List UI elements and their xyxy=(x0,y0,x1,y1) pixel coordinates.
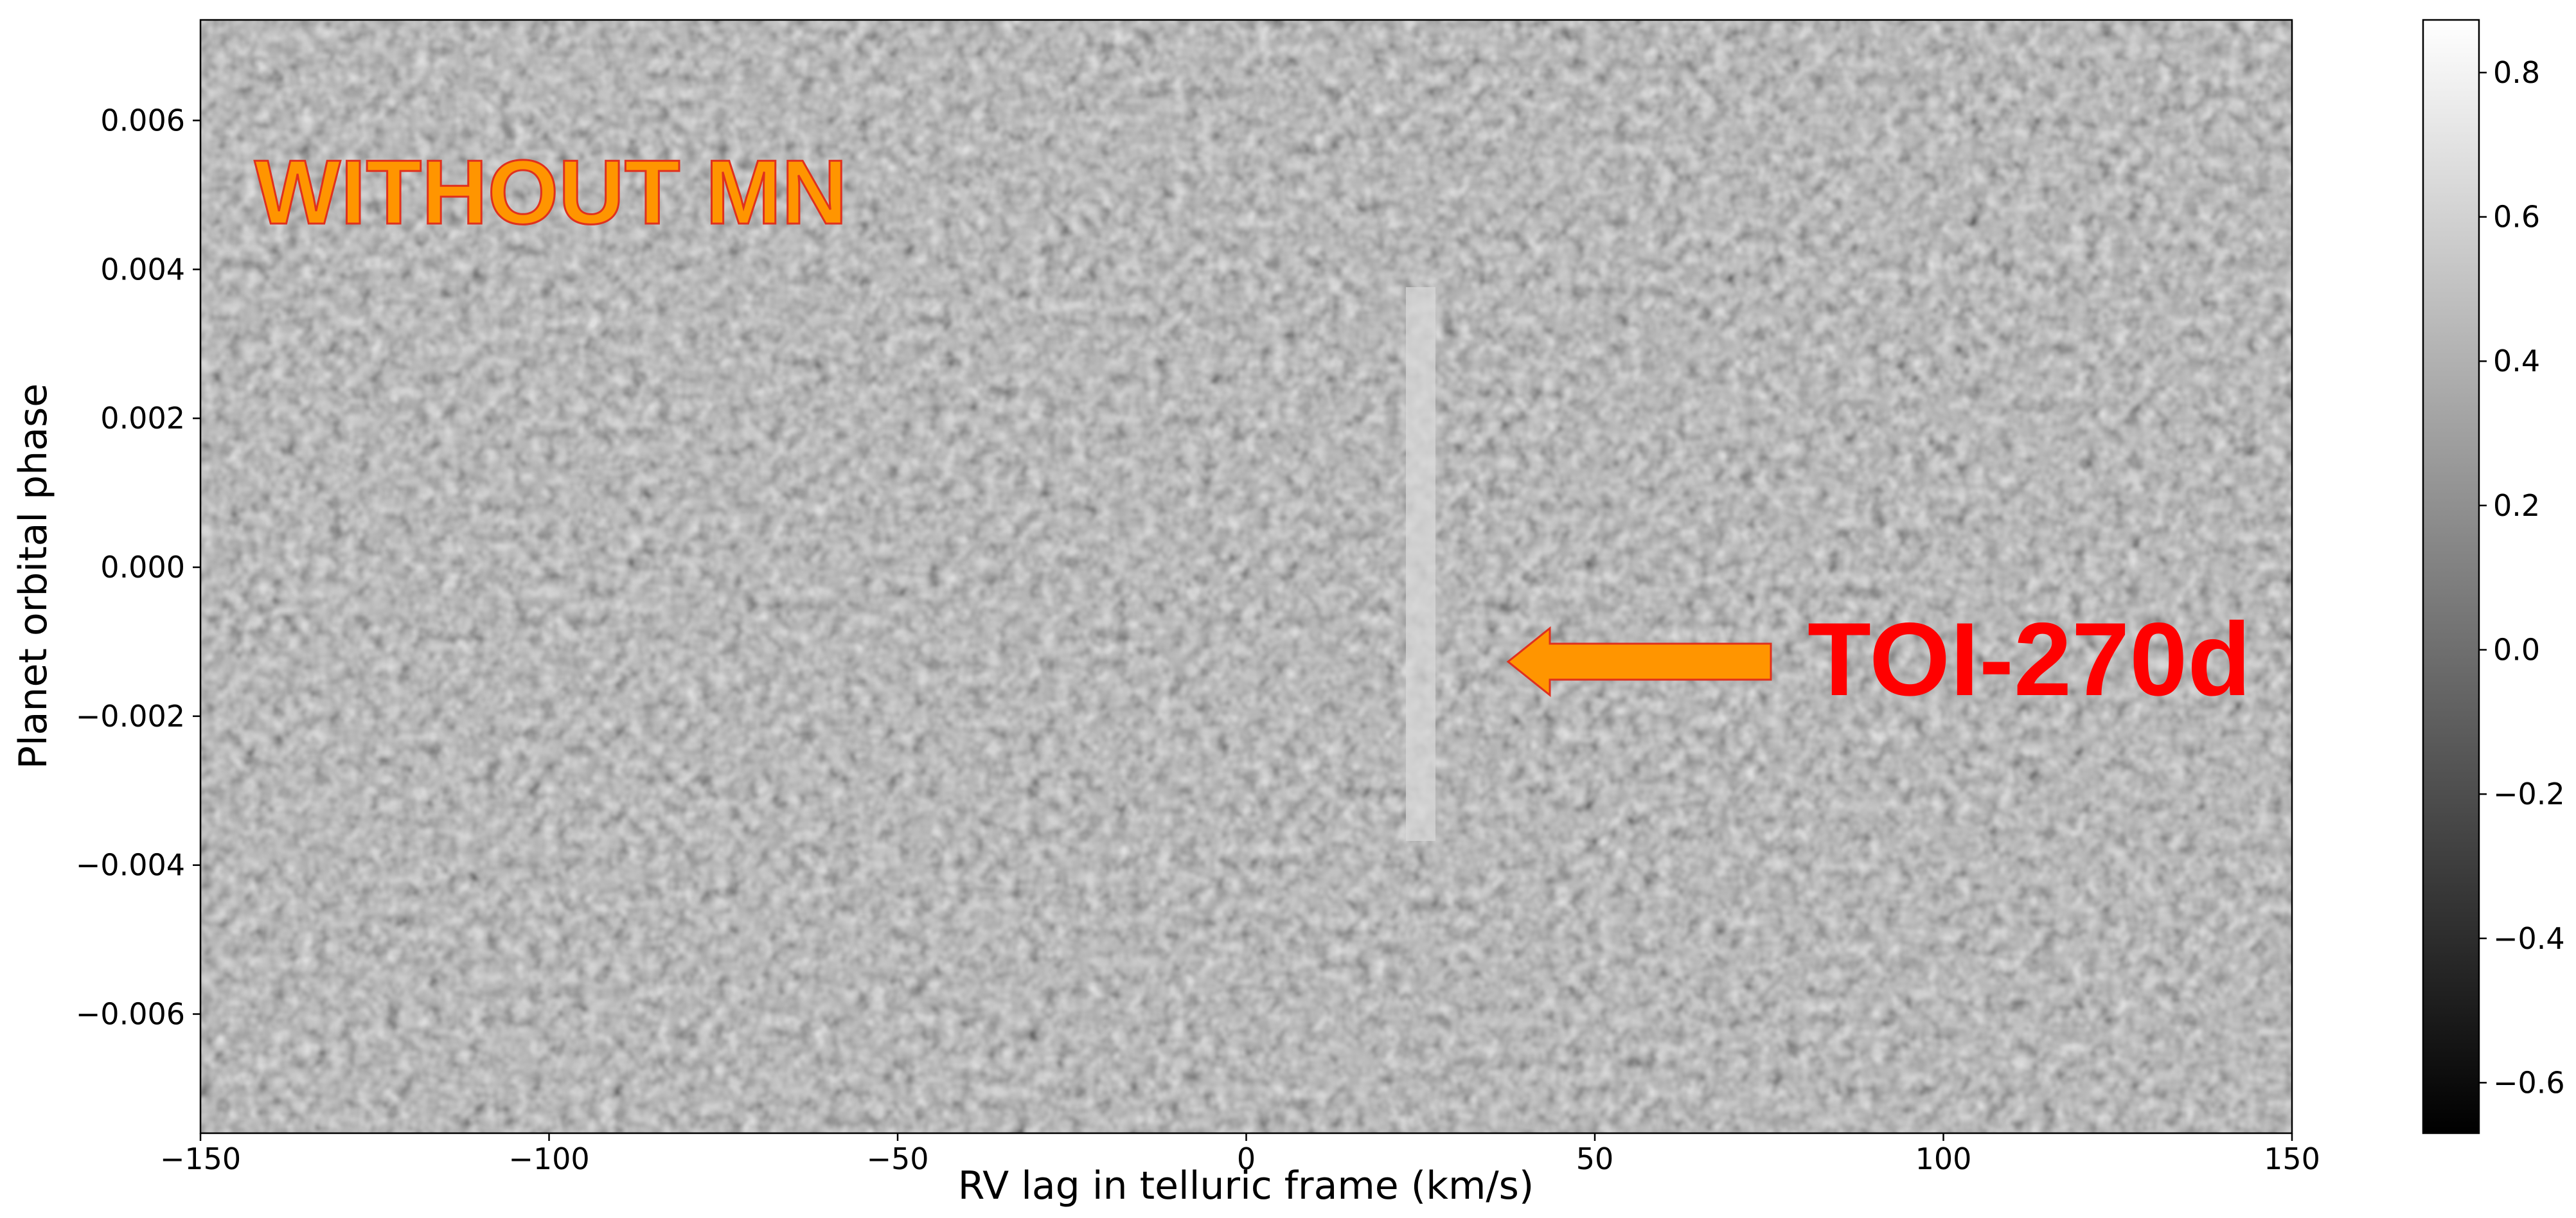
x-tick-label: −50 xyxy=(866,1142,928,1176)
y-tick-label: 0.006 xyxy=(100,103,185,137)
heatmap-noise xyxy=(200,20,2292,1133)
annotation-target: TOI-270d xyxy=(1808,601,2251,718)
y-tick-label: 0.000 xyxy=(100,550,185,585)
x-axis-label: RV lag in telluric frame (km/s) xyxy=(958,1163,1534,1208)
x-tick-label: 150 xyxy=(2264,1142,2320,1176)
colorbar-tick-label: 0.6 xyxy=(2493,200,2540,234)
colorbar-tick-label: 0.8 xyxy=(2493,55,2540,90)
x-tick-label: −100 xyxy=(508,1142,589,1176)
signal-trail xyxy=(1406,287,1435,841)
colorbar-tick-label: −0.4 xyxy=(2493,921,2565,956)
y-tick-label: 0.004 xyxy=(100,252,185,287)
heatmap xyxy=(200,20,2292,1133)
x-tick-label: 50 xyxy=(1576,1142,1614,1176)
colorbar-tick-label: −0.2 xyxy=(2493,777,2565,811)
colorbar-tick-label: −0.6 xyxy=(2493,1065,2565,1100)
colorbar xyxy=(2422,19,2480,1134)
colorbar-tick-label: 0.4 xyxy=(2493,344,2540,378)
y-tick-label: −0.006 xyxy=(76,997,185,1032)
x-tick-label: −150 xyxy=(160,1142,241,1176)
colorbar-tick-label: 0.2 xyxy=(2493,488,2540,523)
y-axis-label: Planet orbital phase xyxy=(11,384,56,769)
arrow xyxy=(1506,626,1772,698)
x-tick-label: 100 xyxy=(1915,1142,1972,1176)
colorbar-tick-label: 0.0 xyxy=(2493,632,2540,667)
y-tick-label: 0.002 xyxy=(100,401,185,436)
y-tick-label: −0.004 xyxy=(76,848,185,883)
y-tick-label: −0.002 xyxy=(76,699,185,734)
x-tick-label: 0 xyxy=(1237,1142,1256,1176)
annotation-without-mn: WITHOUT MN xyxy=(254,141,848,243)
